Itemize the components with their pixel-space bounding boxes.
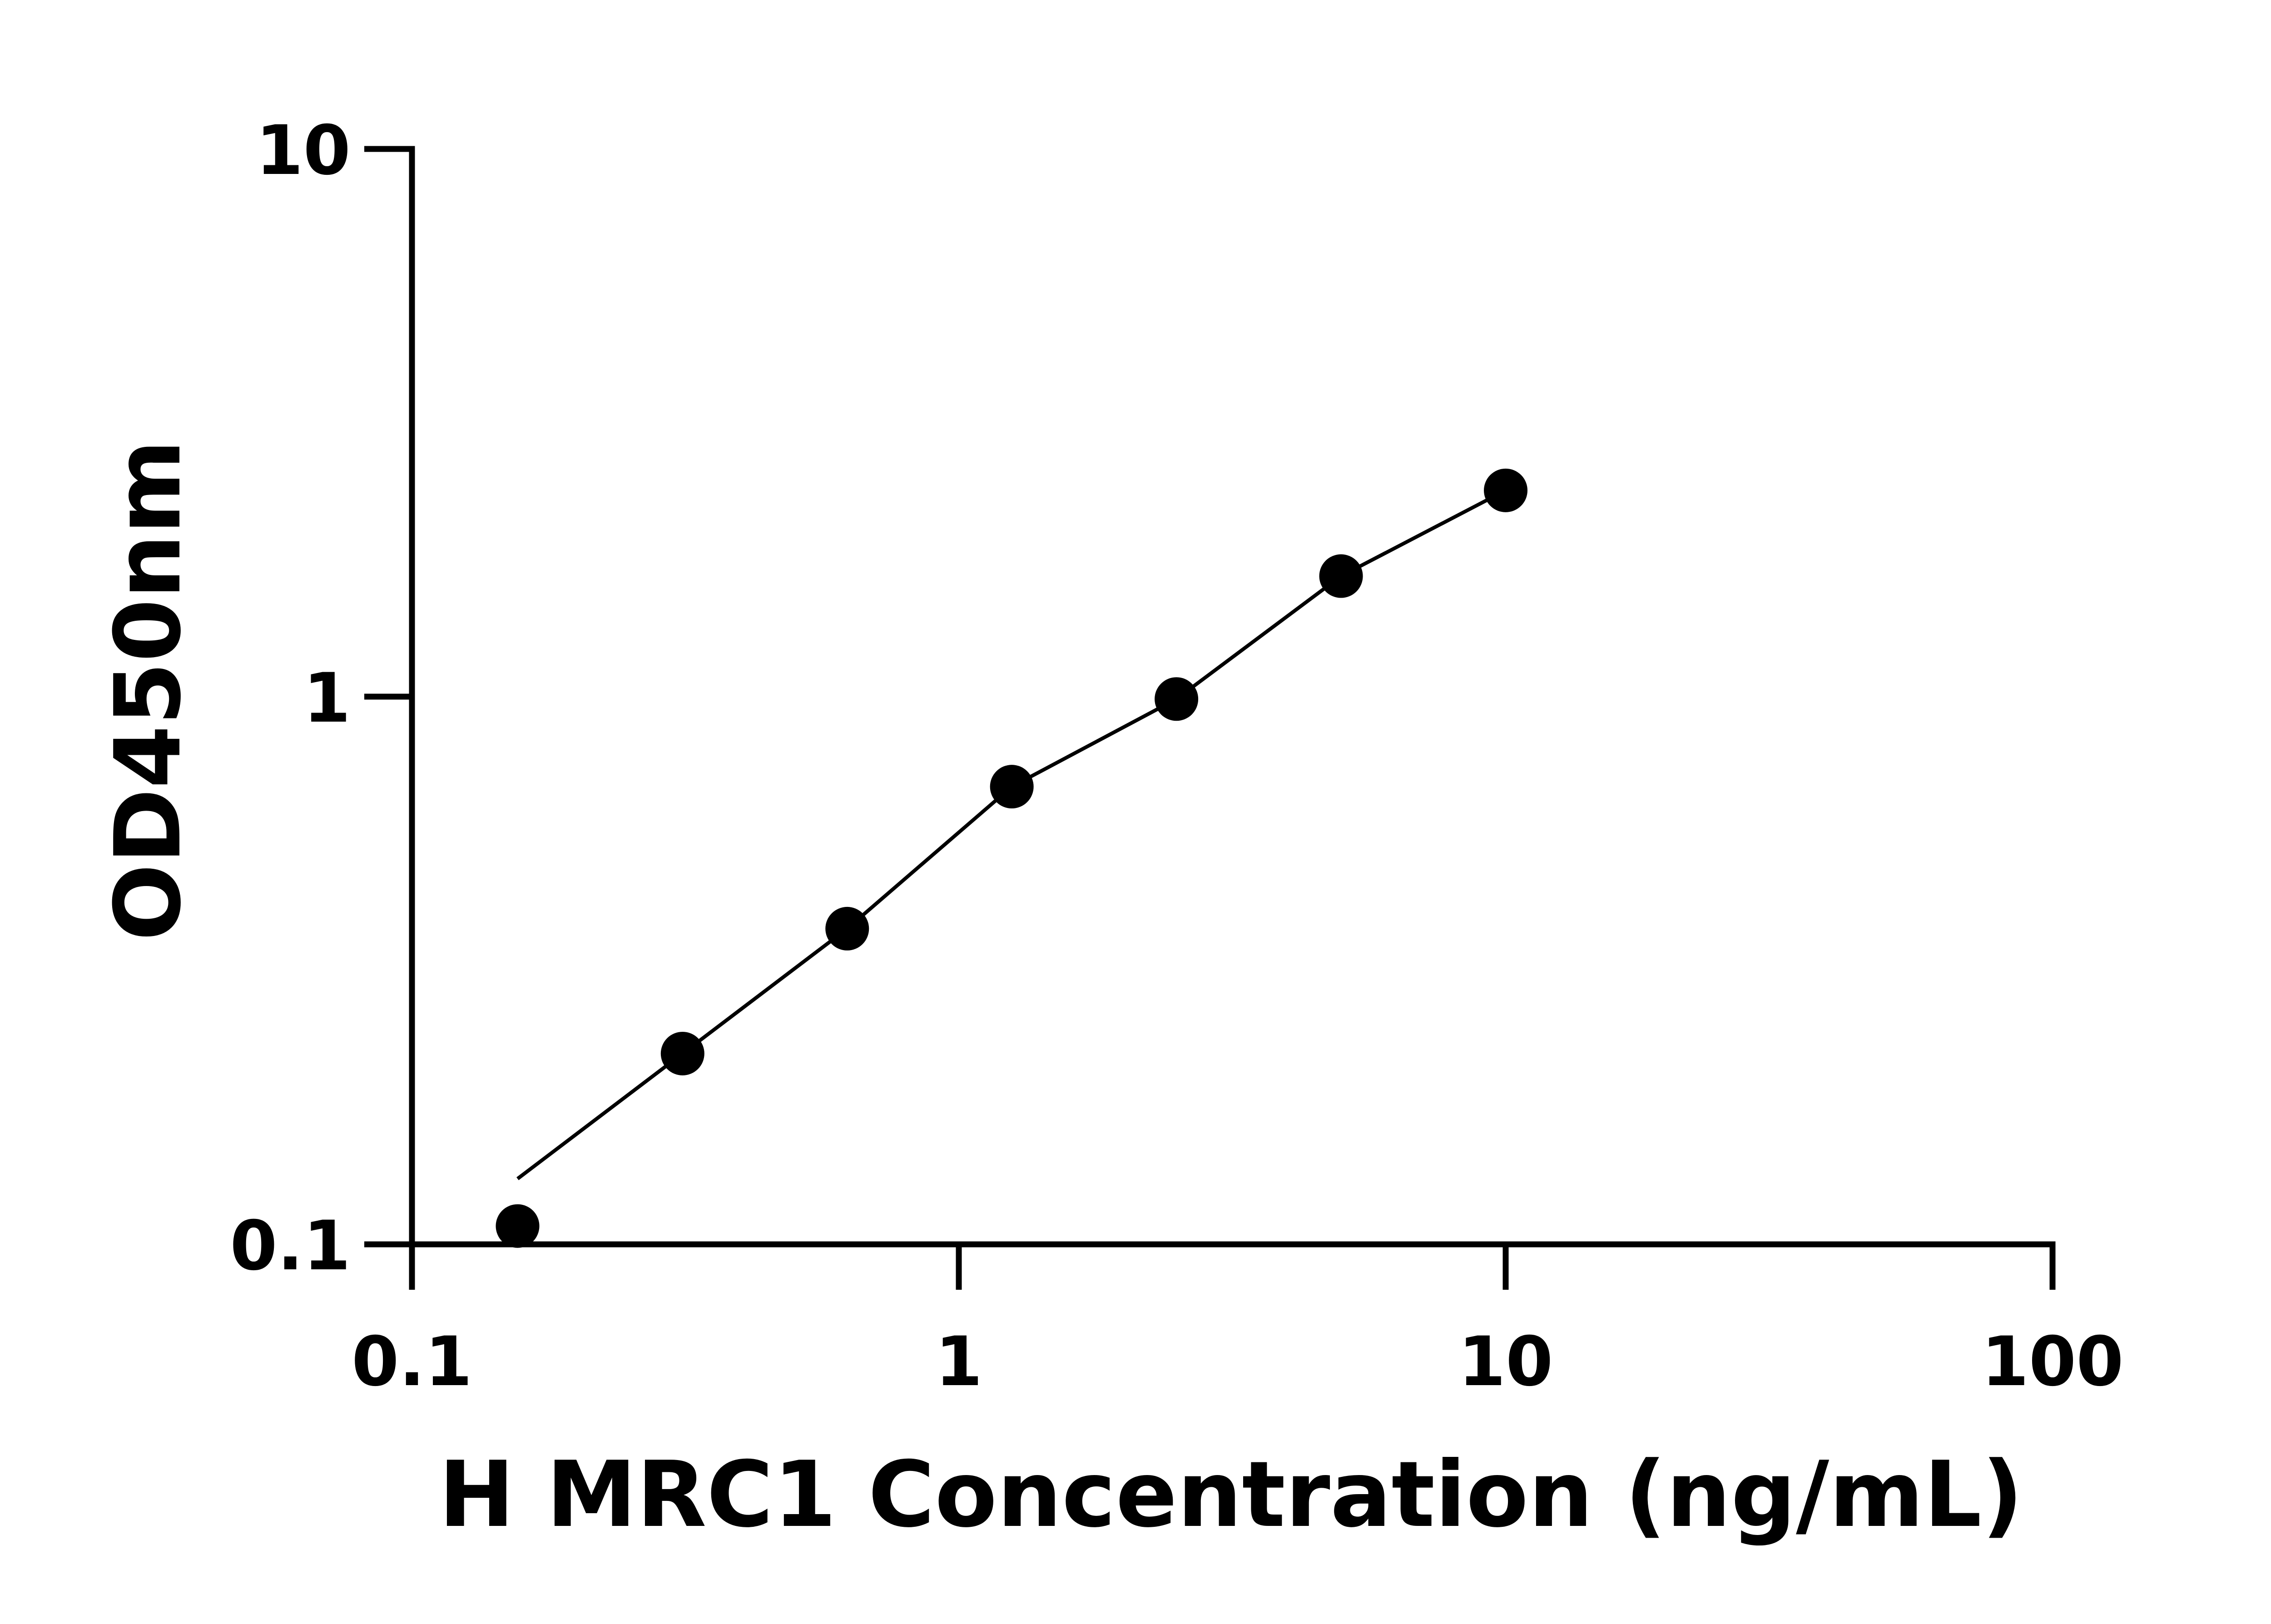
- data-point: [496, 1204, 540, 1248]
- y-tick-label: 1: [303, 659, 351, 738]
- data-points: [496, 468, 1527, 1248]
- fit-curve: [516, 489, 1507, 1180]
- data-point: [1484, 468, 1527, 512]
- fit-curve-group: [516, 489, 1507, 1180]
- data-point: [825, 906, 869, 951]
- y-tick-label: 10: [256, 111, 351, 190]
- data-point: [1319, 554, 1363, 598]
- tick-labels: 0.1 1 10 100 0.1 1 10: [230, 111, 2123, 1401]
- y-tick-label: 0.1: [230, 1207, 351, 1286]
- axes: [364, 146, 2056, 1290]
- x-tick-label: 1: [935, 1322, 982, 1401]
- y-axis-label: OD450nm: [95, 440, 201, 941]
- x-tick-label: 10: [1458, 1322, 1553, 1401]
- data-point: [1155, 677, 1199, 721]
- x-tick-label: 0.1: [352, 1322, 472, 1401]
- data-point: [990, 765, 1034, 809]
- x-axis-label: H MRC1 Concentration (ng/mL): [439, 1442, 2023, 1548]
- data-point: [660, 1031, 704, 1075]
- x-tick-label: 100: [1981, 1322, 2123, 1401]
